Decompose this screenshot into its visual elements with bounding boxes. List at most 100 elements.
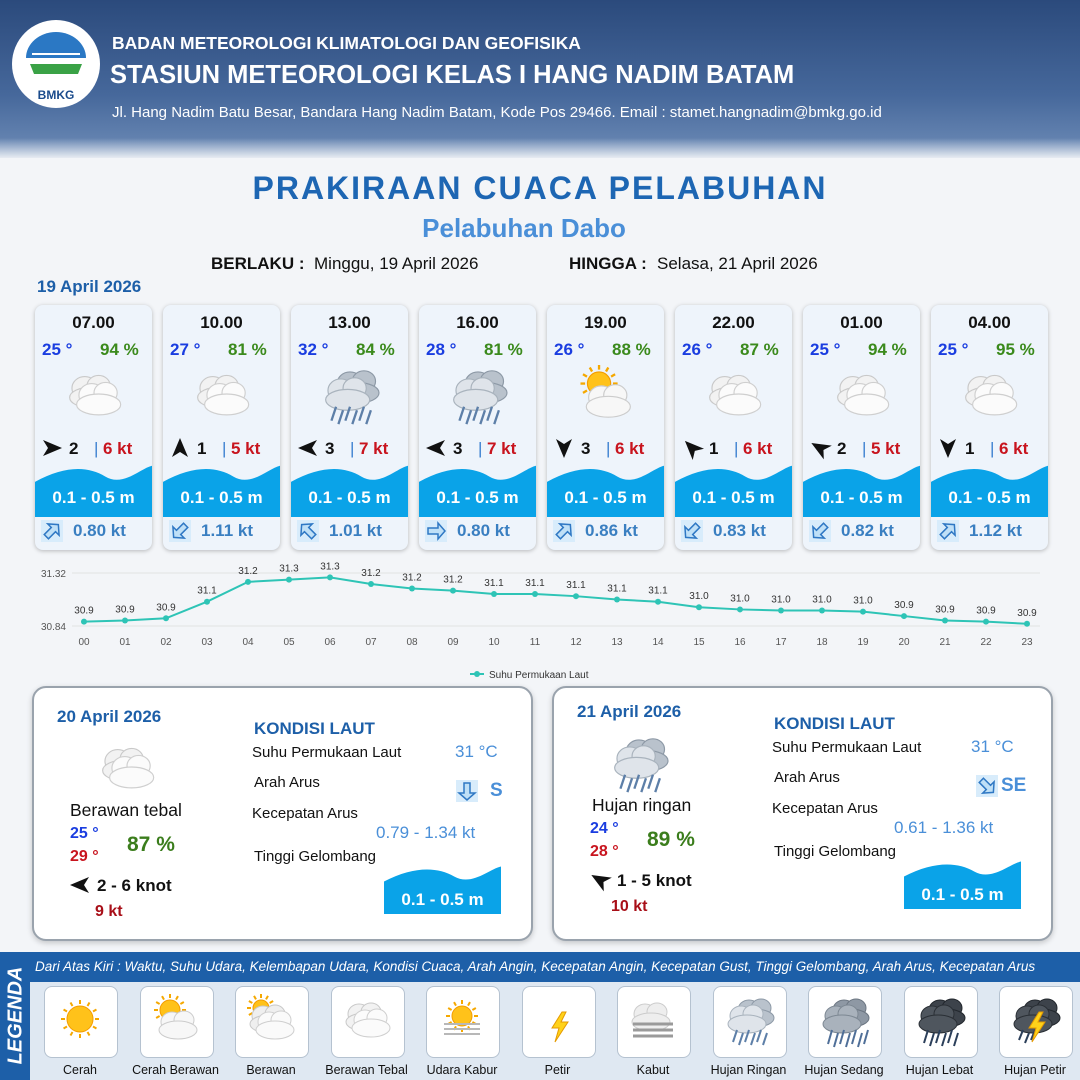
legend-item-label: Berawan Tebal <box>325 1063 408 1077</box>
time: 07.00 <box>72 313 115 332</box>
wind-speed: 3 <box>325 439 335 458</box>
rain-drop <box>839 1029 845 1045</box>
day1-date: 19 April 2026 <box>37 277 142 296</box>
cloud-shade <box>116 773 152 786</box>
wind-direction <box>172 438 188 457</box>
current-speed: 1.12 kt <box>969 521 1022 540</box>
sun-ray <box>582 373 588 378</box>
value-label: 31.1 <box>525 578 545 589</box>
wind-direction <box>811 443 832 460</box>
x-tick-label: 18 <box>816 637 828 648</box>
cloud-shade <box>357 1025 388 1035</box>
forecast-card: 07.00 25 ° 94 % 2 | 6 kt 0.1 - 0.5 m 0.80 kt <box>35 305 152 550</box>
legend-item-label: Hujan Lebat <box>905 1063 974 1077</box>
humidity: 81 % <box>228 340 267 359</box>
rain-drop <box>493 409 500 425</box>
day-weather: Berawan tebal <box>70 800 182 820</box>
sst-point <box>368 581 374 588</box>
wave <box>547 465 664 517</box>
wave-area <box>675 465 792 517</box>
current-dir-label: Arah Arus <box>254 774 320 791</box>
legend-item-label: Petir <box>544 1063 571 1077</box>
sun-ray <box>155 1001 160 1005</box>
value-label: 31.0 <box>689 591 709 602</box>
rain-drop <box>640 777 648 793</box>
separator: | <box>350 439 355 458</box>
rain-drop <box>863 1029 869 1045</box>
wind-arrow <box>426 440 445 456</box>
sst-point <box>860 608 866 615</box>
cloud <box>158 1010 197 1040</box>
wave-height: 0.1 - 0.5 m <box>948 488 1031 507</box>
legend-icon <box>918 998 965 1047</box>
current-arrow <box>812 522 829 539</box>
header-banner <box>0 0 1080 158</box>
x-tick-label: 07 <box>365 637 377 648</box>
legend-swatch-dot <box>474 671 480 677</box>
header-fade <box>0 138 1080 160</box>
legend-icon-box <box>712 986 787 1058</box>
separator: | <box>734 439 739 458</box>
rain-drop <box>845 1032 851 1048</box>
separator: | <box>222 439 227 458</box>
lightning <box>550 1011 569 1043</box>
x-tick-label: 03 <box>201 637 213 648</box>
wave-area <box>803 465 920 517</box>
gust: 5 kt <box>871 439 901 458</box>
cloud <box>614 745 660 779</box>
wave-height: 0.1 - 0.5 m <box>564 488 647 507</box>
day-temp-min: 25 ° <box>70 825 99 842</box>
sun-ray <box>253 995 257 1000</box>
wind-arrow <box>684 440 705 461</box>
sst-point <box>245 578 251 585</box>
temperature: 25 ° <box>810 340 841 359</box>
sun-ray <box>269 1000 274 1004</box>
legend-top-bar <box>30 952 1080 982</box>
weather-icon <box>453 370 508 425</box>
cloud-shade <box>211 400 247 413</box>
current-speed: 0.83 kt <box>713 521 766 540</box>
legend-item-label: Udara Kabur <box>426 1063 498 1077</box>
cloud <box>822 1004 862 1034</box>
legend-side-bar <box>0 952 30 1080</box>
sst-label: Suhu Permukaan Laut <box>252 744 402 761</box>
legend-item-label: Cerah Berawan <box>132 1063 219 1077</box>
wind-arrow <box>70 877 89 893</box>
rain-drop <box>833 1032 839 1048</box>
x-tick-label: 06 <box>324 637 336 648</box>
sst-value: 31 °C <box>455 742 498 761</box>
cloud <box>716 381 762 416</box>
wave-height: 0.1 - 0.5 m <box>692 488 775 507</box>
current-dir: S <box>490 780 503 801</box>
day-weather: Hujan ringan <box>592 795 692 815</box>
day-panel: 20 April 2026 Berawan tebal 25 ° 29 ° 87 % 2… <box>32 686 533 941</box>
sst-point <box>491 590 497 597</box>
sun-ray <box>471 1007 477 1011</box>
logo-text: BMKG <box>37 88 75 102</box>
humidity: 87 % <box>740 340 779 359</box>
y-tick-label: 30.84 <box>41 622 66 633</box>
sun-ray <box>86 1002 91 1007</box>
gust: 6 kt <box>743 439 773 458</box>
value-label: 30.9 <box>156 602 176 613</box>
x-tick-label: 08 <box>406 637 418 648</box>
temperature: 27 ° <box>170 340 201 359</box>
sst-point <box>327 574 333 581</box>
temperature: 32 ° <box>298 340 329 359</box>
x-tick-label: 11 <box>530 637 541 648</box>
x-tick-label: 13 <box>611 637 623 648</box>
sst-label: Suhu Permukaan Laut <box>772 739 922 756</box>
wind-arrow <box>591 875 612 892</box>
current-arrow <box>978 777 995 794</box>
current-direction <box>297 520 319 542</box>
wave-height: 0.1 - 0.5 m <box>436 488 519 507</box>
legend-item-label: Hujan Petir <box>1004 1063 1066 1077</box>
current-direction <box>809 520 831 542</box>
current-speed-label: Kecepatan Arus <box>772 800 878 817</box>
wave-label: Tinggi Gelombang <box>774 843 897 860</box>
wind-arrow <box>556 439 572 458</box>
sun-ray <box>92 1025 97 1030</box>
cloud-shade <box>83 400 119 413</box>
wave <box>931 465 1048 517</box>
rain-drop <box>857 1032 863 1048</box>
